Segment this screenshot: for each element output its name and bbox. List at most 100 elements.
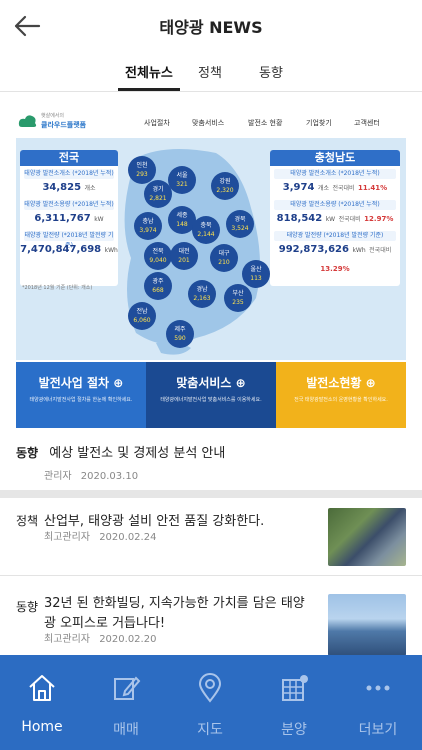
national-unit: 개소 bbox=[84, 185, 96, 192]
nav-home[interactable]: Home bbox=[0, 655, 84, 750]
news-list-item[interactable]: 동향 32년 된 한화빌딩, 지속가능한 가치를 담은 태양광 오피스로 거듭나… bbox=[0, 592, 422, 656]
map-area: 전국 태양광 발전소개소 (*2018년 누적) 34,825 개소 태양광 발… bbox=[16, 138, 406, 360]
button-subtitle: 태양광에너지발전사업 절차를 한눈에 확인하세요. bbox=[29, 397, 133, 403]
news-category: 동향 bbox=[16, 600, 39, 614]
tab-policy[interactable]: 정책 bbox=[198, 66, 222, 81]
nav-sale[interactable]: 분양 bbox=[252, 655, 336, 750]
national-label: 태양광 발전소개소 (*2018년 누적) bbox=[24, 169, 114, 179]
region-value: 2,163 bbox=[193, 295, 211, 302]
compare-label: 전국대비 bbox=[338, 216, 361, 223]
compare-value: 12.97% bbox=[364, 215, 394, 223]
region-badge[interactable]: 서울 321 bbox=[168, 166, 196, 194]
region-badge[interactable]: 전북 9,040 bbox=[144, 242, 172, 270]
news-date: 2020.02.24 bbox=[99, 532, 157, 543]
region-value: 148 bbox=[176, 221, 188, 228]
nav-label: 분양 bbox=[281, 722, 307, 738]
compare-value: 11.41% bbox=[358, 184, 388, 192]
region-value: 2,320 bbox=[216, 187, 234, 194]
map-note: *2018년 12월 기준 (단위: 개소) bbox=[22, 285, 93, 291]
region-badge[interactable]: 충북 2,144 bbox=[192, 216, 220, 244]
region-name: 충남 bbox=[142, 218, 154, 225]
region-badge[interactable]: 대전 201 bbox=[170, 242, 198, 270]
map-pin-icon bbox=[198, 673, 222, 703]
region-badge[interactable]: 세종 148 bbox=[168, 206, 196, 234]
home-icon bbox=[29, 675, 55, 701]
province-unit: kWh bbox=[352, 247, 366, 254]
news-list-item[interactable]: 정책 산업부, 태양광 설비 안전 품질 강화한다. 최고관리자 2020.02… bbox=[0, 508, 422, 576]
region-name: 전북 bbox=[152, 248, 164, 255]
region-name: 대구 bbox=[218, 250, 230, 257]
button-title: 맞춤서비스 bbox=[176, 376, 232, 390]
national-unit: kW bbox=[94, 216, 104, 223]
region-badge[interactable]: 전남 6,060 bbox=[128, 302, 156, 330]
back-arrow-icon[interactable] bbox=[12, 12, 42, 40]
edit-icon bbox=[114, 676, 141, 700]
region-name: 세종 bbox=[176, 212, 188, 219]
compare-label: 전국대비 bbox=[332, 185, 355, 192]
national-label: 태양광 발전량 (*2018년 발전량 기준) bbox=[24, 231, 114, 249]
banner-nav-item[interactable]: 맞춤서비스 bbox=[192, 119, 225, 127]
region-badge[interactable]: 경남 2,163 bbox=[188, 280, 216, 308]
region-value: 210 bbox=[218, 259, 230, 266]
region-badge[interactable]: 울산 113 bbox=[242, 260, 270, 288]
news-title: 산업부, 태양광 설비 안전 품질 강화한다. bbox=[44, 514, 265, 529]
banner-nav-item[interactable]: 사업절차 bbox=[144, 119, 170, 127]
compare-value: 13.29% bbox=[320, 265, 350, 273]
banner-nav-item[interactable]: 고객센터 bbox=[354, 119, 380, 127]
region-name: 광주 bbox=[152, 278, 164, 285]
province-label: 태양광 발전소용량 (*2018년 누적) bbox=[274, 200, 396, 210]
region-badge[interactable]: 제주 590 bbox=[166, 320, 194, 348]
banner-nav-item[interactable]: 발전소 현황 bbox=[248, 119, 283, 127]
province-unit: 개소 bbox=[317, 185, 329, 192]
region-name: 전남 bbox=[136, 308, 148, 315]
region-name: 강원 bbox=[219, 178, 231, 185]
custom-service-button[interactable]: 맞춤서비스 ⊕ 태양광에너지발전사업 맞춤서비스를 이용하세요. bbox=[146, 362, 276, 428]
province-title: 충청남도 bbox=[270, 150, 400, 166]
region-badge[interactable]: 경기 2,821 bbox=[144, 180, 172, 208]
region-badge[interactable]: 강원 2,320 bbox=[211, 172, 239, 200]
news-title: 예상 발전소 및 경제성 분석 안내 bbox=[49, 446, 226, 461]
national-value: 7,470,847,698 bbox=[20, 244, 102, 255]
plus-circle-icon: ⊕ bbox=[365, 376, 376, 390]
nav-more[interactable]: 더보기 bbox=[336, 655, 420, 750]
logo-line1: 햇살에서의 bbox=[41, 113, 65, 119]
region-value: 9,040 bbox=[149, 257, 167, 264]
region-name: 인천 bbox=[136, 162, 148, 169]
province-label: 태양광 발전소개소 (*2018년 누적) bbox=[274, 169, 396, 179]
tab-trend[interactable]: 동향 bbox=[259, 66, 283, 81]
region-badge[interactable]: 대구 210 bbox=[210, 244, 238, 272]
region-badge[interactable]: 부산 235 bbox=[224, 284, 252, 312]
business-procedure-button[interactable]: 발전사업 절차 ⊕ 태양광에너지발전사업 절차를 한눈에 확인하세요. bbox=[16, 362, 146, 428]
nav-label: 더보기 bbox=[358, 722, 398, 738]
nav-map[interactable]: 지도 bbox=[168, 655, 252, 750]
region-value: 2,821 bbox=[149, 195, 167, 202]
featured-news-item[interactable]: 동향 예상 발전소 및 경제성 분석 안내 관리자 2020.03.10 bbox=[16, 442, 406, 482]
region-name: 제주 bbox=[174, 326, 186, 333]
region-name: 대전 bbox=[178, 248, 190, 255]
building-grid-icon bbox=[282, 675, 308, 701]
tab-all-news[interactable]: 전체뉴스 bbox=[125, 66, 173, 81]
region-value: 321 bbox=[176, 181, 188, 188]
nav-trade[interactable]: 매매 bbox=[84, 655, 168, 750]
banner-nav-item[interactable]: 기업찾기 bbox=[306, 119, 332, 127]
province-value: 3,974 bbox=[282, 182, 315, 193]
region-badge[interactable]: 충남 3,974 bbox=[134, 212, 162, 240]
province-unit: kW bbox=[325, 216, 336, 223]
plus-circle-icon: ⊕ bbox=[235, 376, 246, 390]
section-divider bbox=[0, 490, 422, 498]
region-badge[interactable]: 광주 668 bbox=[144, 272, 172, 300]
region-name: 울산 bbox=[250, 266, 262, 273]
news-category: 동향 bbox=[16, 446, 39, 460]
region-badge[interactable]: 인천 293 bbox=[128, 156, 156, 184]
news-thumbnail-image bbox=[328, 508, 406, 566]
national-unit: kWh bbox=[104, 247, 118, 254]
plant-status-button[interactable]: 발전소현황 ⊕ 전국 태양광발전소의 운영현황을 확인하세요. bbox=[276, 362, 406, 428]
region-value: 2,144 bbox=[197, 231, 215, 238]
region-name: 부산 bbox=[232, 290, 244, 297]
button-subtitle: 전국 태양광발전소의 운영현황을 확인하세요. bbox=[294, 397, 388, 403]
bottom-navigation: Home 매매 지도 분양 더보기 bbox=[0, 655, 422, 750]
logo-line2: 클라우드플랫폼 bbox=[41, 121, 87, 129]
region-badge[interactable]: 경북 3,524 bbox=[226, 210, 254, 238]
province-label: 태양광 발전량 (*2018년 발전량 기준) bbox=[274, 231, 396, 241]
solar-status-banner[interactable]: 햇살에서의 클라우드플랫폼 사업절차 맞춤서비스 발전소 현황 기업찾기 고객센… bbox=[16, 110, 406, 360]
